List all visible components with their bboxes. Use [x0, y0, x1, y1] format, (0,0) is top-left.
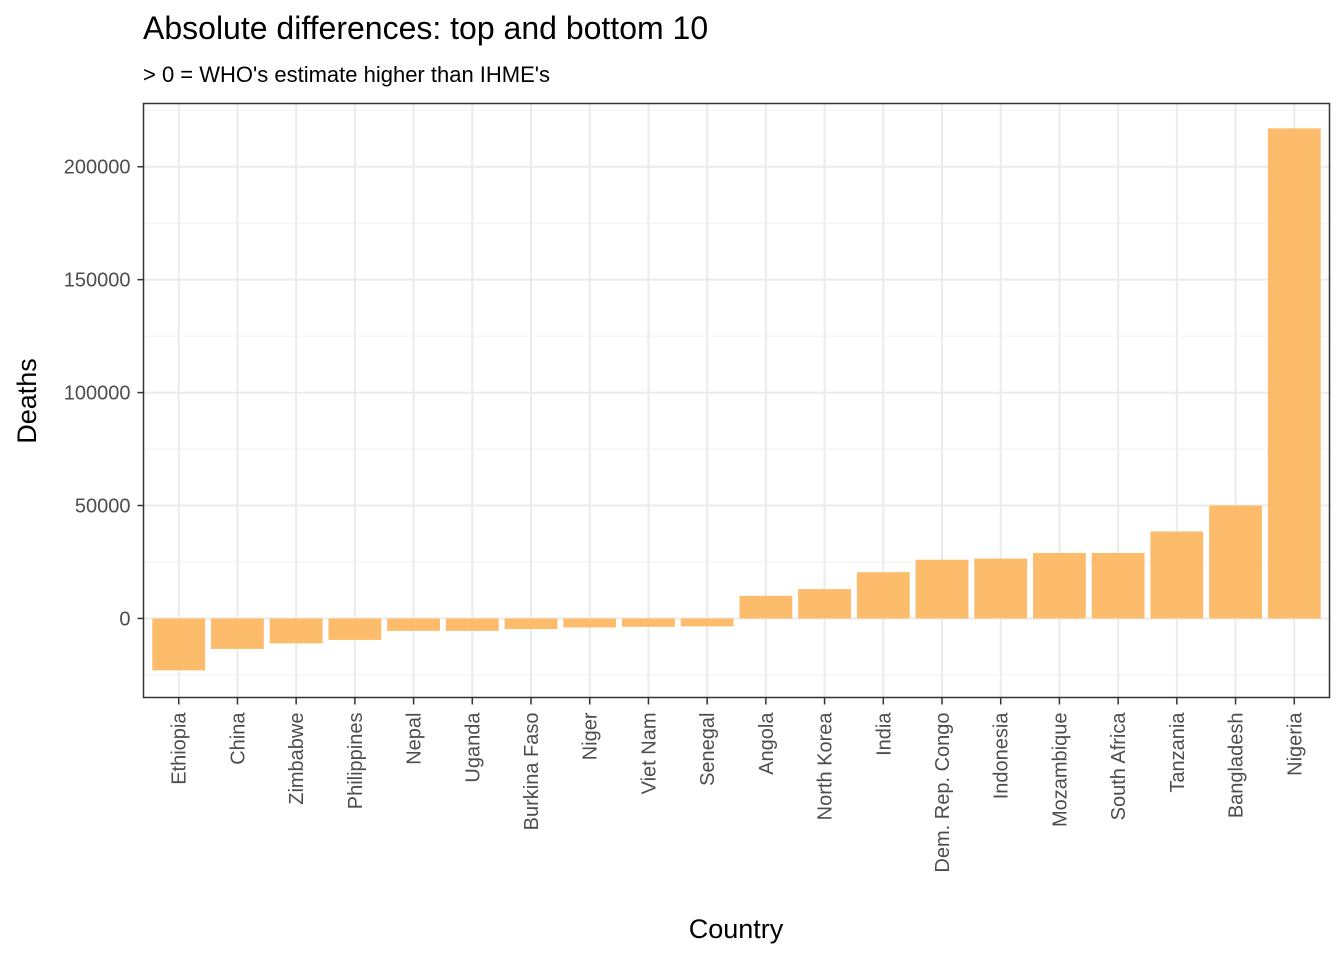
bar-niger [563, 618, 617, 628]
x-tick-label: Nigeria [1284, 712, 1306, 776]
y-tick-label: 50000 [75, 496, 131, 518]
y-tick-label: 0 [119, 608, 130, 630]
bar-nigeria [1267, 128, 1321, 619]
bar-tanzania [1150, 531, 1204, 619]
bar-bangladesh [1209, 505, 1262, 619]
x-tick-label: India [873, 712, 895, 756]
x-tick-label: Viet Nam [638, 713, 660, 795]
bar-india [856, 572, 910, 619]
x-tick-label: China [227, 712, 249, 765]
x-tick-label: Ethiopia [169, 712, 191, 785]
chart-title: Absolute differences: top and bottom 10 [143, 10, 709, 46]
x-tick-label: Tanzania [1167, 712, 1189, 793]
x-tick-label: Dem. Rep. Congo [932, 713, 954, 873]
y-axis: 0 50000 100000 150000 200000 [64, 157, 144, 630]
x-tick-label: Angola [756, 712, 778, 775]
y-tick-label: 200000 [64, 157, 131, 179]
y-tick-label: 150000 [64, 270, 131, 292]
x-tick-label: Senegal [697, 713, 719, 786]
bar-burkina-faso [504, 618, 558, 630]
bar-zimbabwe [269, 618, 323, 644]
bar-south-africa [1091, 552, 1145, 619]
bar-senegal [680, 618, 734, 627]
bar-uganda [445, 618, 499, 631]
bar-viet-nam [622, 618, 675, 627]
x-tick-label: North Korea [815, 712, 837, 821]
bar-ethiopia [152, 618, 206, 671]
x-tick-label: Bangladesh [1226, 713, 1248, 819]
x-tick-label: Burkina Faso [521, 713, 543, 831]
x-tick-label: Uganda [462, 712, 484, 783]
x-tick-label: Philippines [345, 713, 367, 810]
bars [152, 128, 1321, 671]
x-tick-label: Mozambique [1049, 713, 1071, 828]
bar-nepal [387, 618, 440, 631]
bar-dem-rep-congo [915, 559, 969, 619]
x-axis-title: Country [689, 914, 784, 944]
plot-panel-border [142, 102, 1331, 699]
x-tick-label: Zimbabwe [286, 713, 308, 805]
y-axis-title: Deaths [12, 358, 42, 444]
x-axis: Ethiopia China Zimbabwe Philippines Nepal Uga… [169, 697, 1306, 873]
y-tick-label: 100000 [64, 383, 131, 405]
bar-indonesia [974, 558, 1028, 619]
x-tick-label: Indonesia [991, 712, 1013, 800]
x-tick-label: South Africa [1108, 712, 1130, 821]
bar-angola [739, 595, 793, 619]
x-tick-label: Niger [580, 712, 602, 760]
bar-philippines [328, 618, 382, 640]
x-tick-label: Nepal [404, 713, 426, 765]
bar-china [211, 618, 264, 649]
bar-north-korea [798, 589, 851, 619]
bar-mozambique [1033, 552, 1086, 619]
chart-subtitle: > 0 = WHO's estimate higher than IHME's [143, 62, 550, 87]
